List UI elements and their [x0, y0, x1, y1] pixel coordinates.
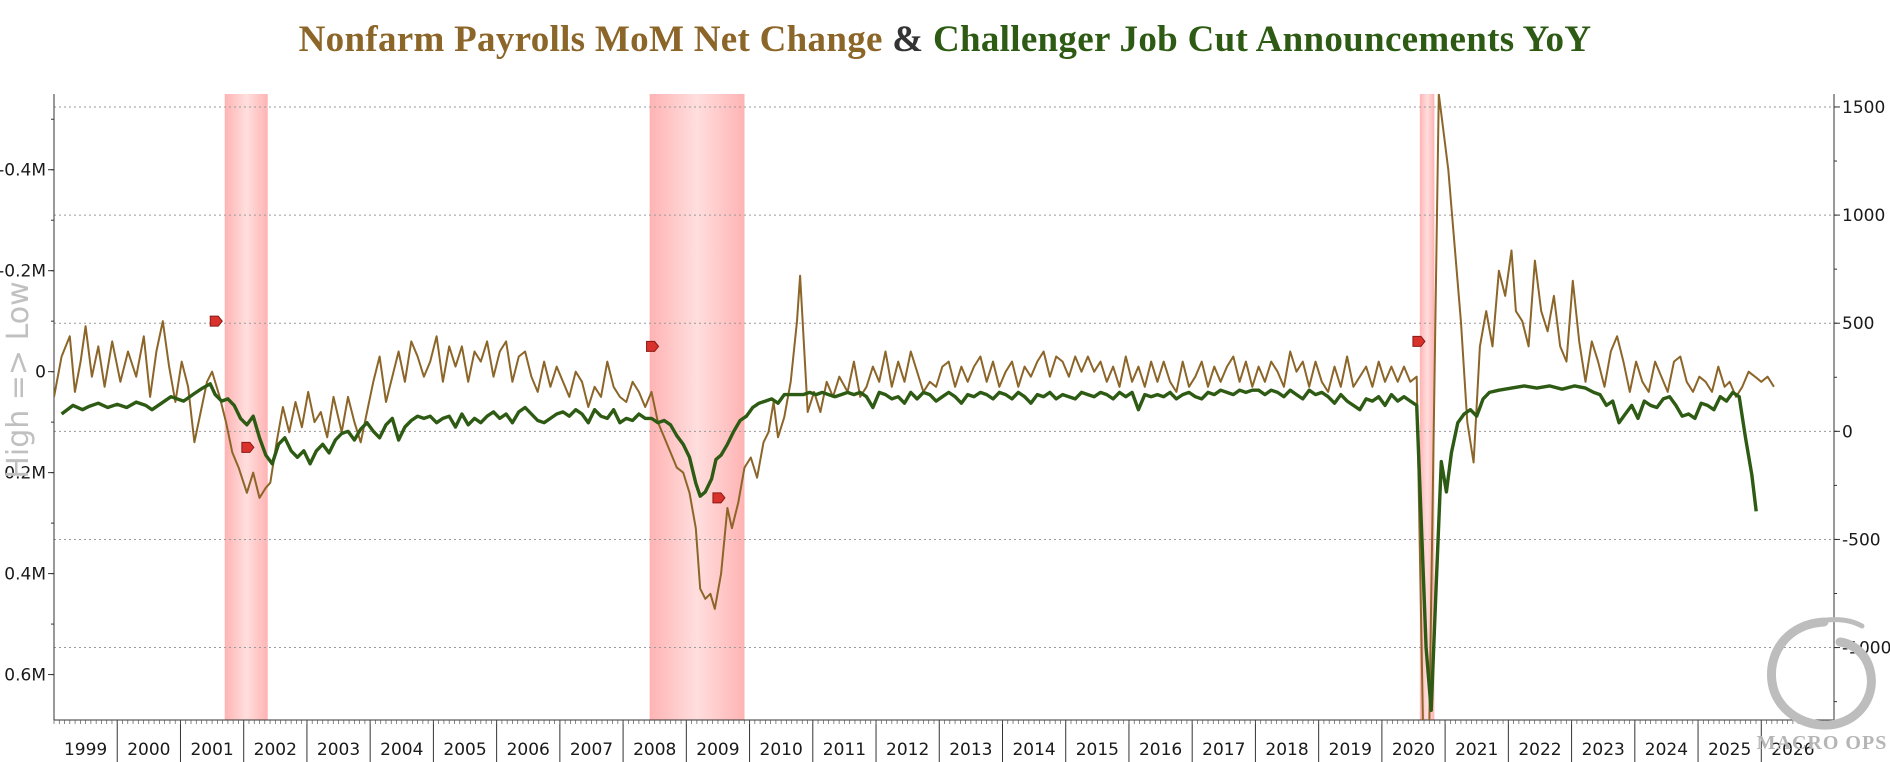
year-label: 2020	[1392, 740, 1435, 760]
recession-band-1	[224, 94, 268, 720]
recession-bands	[224, 94, 1435, 720]
year-label: 2017	[1202, 740, 1245, 760]
left-tick-label: -0.2M	[0, 262, 46, 282]
year-label: 2021	[1455, 740, 1498, 760]
right-tick-label: 1500	[1842, 98, 1885, 118]
year-label: 2012	[886, 740, 929, 760]
year-label: 2002	[254, 740, 297, 760]
markers	[209, 315, 1426, 504]
year-label: 2025	[1708, 740, 1751, 760]
axes: -0.4M-0.2M00.2M0.4M0.6M150010005000-500-…	[0, 94, 1890, 762]
left-tick-label: 0	[35, 363, 46, 383]
year-label: 2007	[570, 740, 613, 760]
signal-marker	[241, 441, 255, 453]
chart-title-part2: Challenger Job Cut Announcements YoY	[932, 19, 1592, 60]
year-label: 2009	[696, 740, 739, 760]
year-label: 2016	[1139, 740, 1182, 760]
chart-title-part1: Nonfarm Payrolls MoM Net Change	[298, 19, 883, 60]
right-tick-label: 500	[1842, 314, 1874, 334]
year-label: 2008	[633, 740, 676, 760]
year-label: 2024	[1645, 740, 1688, 760]
year-label: 2001	[190, 740, 233, 760]
year-label: 2018	[1265, 740, 1308, 760]
year-label: 2023	[1582, 740, 1625, 760]
right-tick-label: 1000	[1842, 206, 1885, 226]
year-label: 1999	[64, 740, 107, 760]
year-label: 2000	[127, 740, 170, 760]
chart-title: Nonfarm Payrolls MoM Net Change & Challe…	[0, 18, 1890, 61]
right-tick-label: -500	[1842, 530, 1881, 550]
watermark-text: MACRO OPS	[1756, 732, 1888, 754]
signal-marker	[1412, 335, 1426, 347]
left-axis-title: High => Low	[1, 281, 36, 478]
year-label: 2019	[1329, 740, 1372, 760]
year-label: 2004	[380, 740, 423, 760]
year-label: 2006	[507, 740, 550, 760]
left-tick-label: -0.4M	[0, 161, 46, 181]
year-label: 2014	[1012, 740, 1055, 760]
series-line-nonfarm-payrolls	[54, 94, 1775, 720]
chart-title-separator: &	[882, 19, 933, 60]
left-tick-label: 0.4M	[4, 565, 46, 585]
series-line-challenger-job-cuts	[60, 382, 1758, 712]
year-label: 2011	[823, 740, 866, 760]
year-label: 2003	[317, 740, 360, 760]
signal-marker	[712, 492, 726, 504]
signal-marker	[646, 340, 660, 352]
gridlines	[54, 106, 1834, 649]
year-label: 2010	[760, 740, 803, 760]
year-label: 2015	[1076, 740, 1119, 760]
year-label: 2022	[1518, 740, 1561, 760]
signal-marker	[209, 315, 223, 327]
series-lines	[54, 94, 1775, 720]
year-label: 2026	[1771, 740, 1814, 760]
recession-band-2	[649, 94, 745, 720]
macro-ops-logo-icon	[1767, 617, 1876, 730]
left-tick-label: 0.6M	[4, 666, 46, 686]
year-label: 2013	[949, 740, 992, 760]
year-label: 2005	[443, 740, 486, 760]
right-tick-label: 0	[1842, 422, 1853, 442]
left-tick-label: 0.2M	[4, 464, 46, 484]
